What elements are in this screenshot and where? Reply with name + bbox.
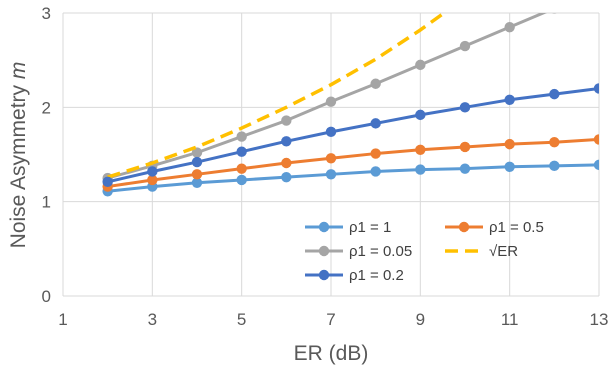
series-line-1 (107, 137, 599, 189)
series-point-4 (191, 156, 203, 168)
y-axis-title: Noise Asymmetry m (7, 62, 30, 249)
series-point-4 (415, 109, 426, 121)
series-point-4 (102, 176, 113, 188)
series-point-1 (191, 169, 203, 180)
legend-item: √ER (445, 243, 518, 260)
series-point-0 (593, 159, 599, 171)
x-tick-label: 7 (326, 310, 335, 329)
x-tick-labels: 1 3 5 7 9 11 13 (58, 310, 608, 329)
series-point-4 (325, 126, 337, 138)
series-point-1 (236, 163, 247, 174)
x-tick-label: 3 (148, 310, 157, 329)
legend-item: ρ1 = 0.5 (445, 219, 544, 236)
series-point-2 (459, 40, 471, 52)
series-point-0 (236, 174, 247, 186)
series-point-4 (459, 102, 471, 113)
series-point-0 (281, 171, 292, 183)
y-tick-label: 2 (42, 98, 51, 117)
y-tick-label: 1 (42, 193, 51, 212)
legend-item: ρ1 = 1 (305, 219, 391, 236)
legend-item: ρ1 = 0.05 (305, 243, 412, 260)
legend-label: ρ1 = 0.2 (349, 267, 404, 284)
legend-label: ρ1 = 1 (349, 219, 391, 236)
series-point-2 (504, 21, 515, 33)
series-point-1 (415, 144, 426, 155)
legend-swatch-marker (318, 269, 330, 281)
series-point-4 (504, 94, 515, 105)
series-point-0 (415, 164, 426, 175)
legend-label: ρ1 = 0.5 (489, 219, 544, 236)
series-point-2 (415, 59, 426, 71)
x-tick-label: 13 (590, 310, 609, 329)
series-point-4 (236, 146, 247, 157)
series-point-0 (325, 169, 337, 180)
y-axis-title-text: Noise Asymmetry (7, 79, 30, 248)
series-point-0 (459, 163, 471, 174)
legend: ρ1 = 1 ρ1 = 0.5 ρ1 = 0.05 √ER ρ1 = 0.2 (305, 219, 544, 284)
series-point-1 (459, 141, 471, 153)
series-point-2 (370, 78, 381, 89)
series-line-2 (107, 13, 548, 180)
series-point-1 (549, 137, 560, 148)
legend-label: ρ1 = 0.05 (349, 243, 412, 260)
x-tick-label: 1 (58, 310, 67, 329)
x-tick-label: 11 (501, 310, 519, 329)
series-point-2 (325, 96, 337, 107)
series-point-1 (281, 157, 292, 169)
legend-item: ρ1 = 0.2 (305, 267, 404, 284)
y-tick-label: 3 (42, 4, 51, 23)
series-point-4 (370, 118, 381, 129)
series-point-0 (370, 166, 381, 177)
series-point-0 (549, 160, 560, 172)
series-point-2 (281, 115, 292, 126)
series-point-4 (281, 136, 292, 147)
legend-swatch-marker (458, 221, 470, 233)
series-line-3 (107, 13, 447, 179)
series-point-2 (191, 147, 203, 158)
y-tick-labels: 0 1 2 3 (42, 4, 51, 306)
y-tick-label: 0 (42, 287, 51, 306)
x-tick-label: 9 (416, 310, 425, 329)
legend-label: √ER (489, 243, 518, 260)
series-point-0 (191, 177, 203, 188)
series-group (102, 13, 599, 197)
series-point-1 (504, 138, 515, 150)
series-point-1 (325, 153, 337, 164)
series-point-2 (236, 131, 247, 142)
legend-swatch-marker (318, 221, 330, 233)
series-line-0 (107, 163, 599, 193)
y-axis-title-variable: m (7, 62, 30, 80)
series-point-1 (370, 148, 381, 159)
legend-swatch-marker (318, 245, 330, 257)
series-point-4 (147, 166, 158, 177)
series-point-0 (504, 161, 515, 172)
series-point-4 (549, 88, 560, 100)
series-point-2 (552, 13, 557, 14)
series-point-1 (593, 134, 599, 145)
series-line-4 (107, 86, 599, 184)
series-point-1 (147, 174, 158, 186)
x-axis-title: ER (dB) (294, 342, 369, 365)
series-point-4 (593, 83, 599, 94)
x-tick-label: 5 (237, 310, 246, 329)
